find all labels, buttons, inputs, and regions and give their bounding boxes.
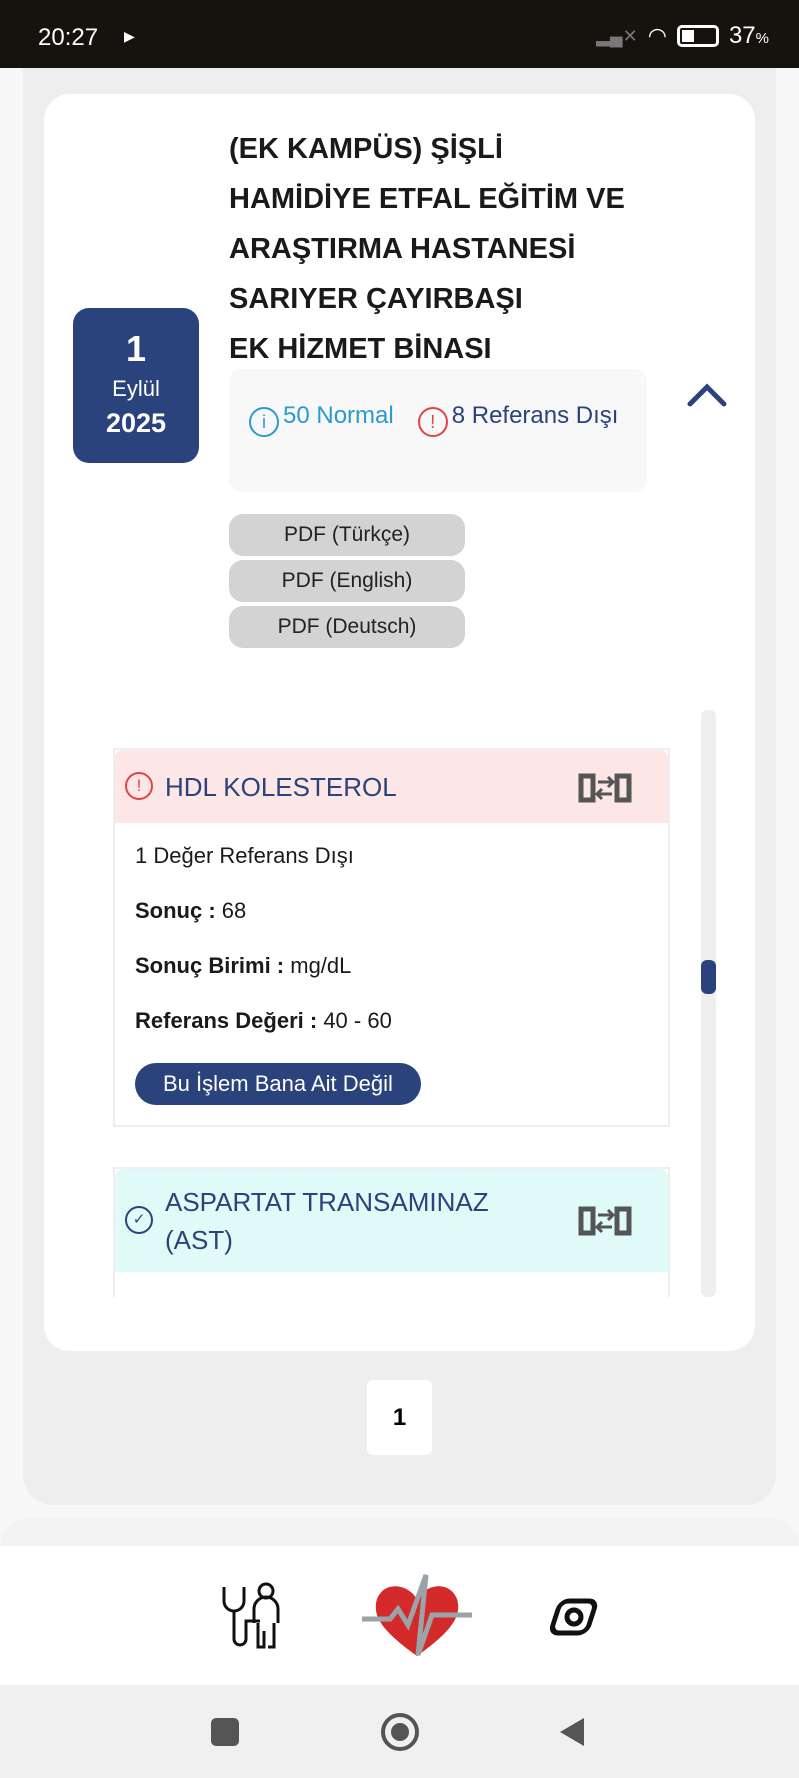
hospital-line: EK HİZMET BİNASI [229, 333, 492, 365]
info-icon: i [249, 407, 279, 437]
result-value: 68 [221, 898, 247, 923]
unit-value: mg/dL [290, 953, 352, 978]
result-label: Sonuç : [135, 898, 216, 923]
battery-level: 37 [728, 22, 756, 49]
hospital-name: (EK KAMPÜS) ŞİŞLİ HAMİDİYE ETFAL EĞİTİM … [229, 124, 659, 374]
bottom-nav [0, 1546, 799, 1685]
out-of-range-count: 8 Referans Dışı [451, 402, 619, 429]
recents-button[interactable] [211, 1718, 239, 1746]
back-button[interactable] [558, 1716, 586, 1748]
pdf-turkish-button[interactable]: PDF (Türkçe) [229, 514, 465, 556]
visit-card [44, 94, 755, 1351]
status-bar: 20:27 ▶ ▂▄✕ ◠ 37% [0, 0, 799, 68]
unit-label: Sonuç Birimi : [135, 953, 285, 978]
scrollbar-track[interactable] [701, 710, 716, 1297]
heart-logo-icon[interactable] [362, 1571, 472, 1661]
play-notification-icon: ▶ [124, 28, 135, 44]
pdf-english-button[interactable]: PDF (English) [229, 560, 465, 602]
signal-icon: ▂▄✕ [596, 25, 638, 46]
not-mine-button[interactable]: Bu İşlem Bana Ait Değil [135, 1063, 421, 1105]
system-nav-bar [0, 1685, 799, 1778]
hospital-line: HAMİDİYE ETFAL EĞİTİM VE [229, 183, 625, 215]
home-button[interactable] [381, 1713, 419, 1751]
lens-icon[interactable] [548, 1591, 600, 1643]
pagination-page[interactable]: 1 [367, 1380, 432, 1455]
out-of-range-note: 1 Değer Referans Dışı [135, 843, 354, 868]
result-header[interactable]: ✓ ASPARTAT TRANSAMINAZ (AST) [115, 1169, 668, 1272]
result-card-ast: ✓ ASPARTAT TRANSAMINAZ (AST) [113, 1167, 670, 1297]
alert-icon: ! [125, 772, 153, 800]
wifi-icon: ◠ [647, 23, 667, 48]
normal-count: 50 Normal [283, 402, 394, 429]
battery-unit: % [755, 30, 769, 47]
check-circle-icon: ✓ [125, 1206, 153, 1234]
test-name: ASPARTAT TRANSAMINAZ (AST) [165, 1186, 489, 1255]
clock: 20:27 [38, 24, 99, 51]
reference-label: Referans Değeri : [135, 1008, 318, 1033]
result-card-hdl: ! HDL KOLESTEROL 1 Değer Referans Dışı S… [113, 748, 670, 1127]
hospital-line: ARAŞTIRMA HASTANESİ [229, 233, 576, 265]
date-month: Eylül [112, 376, 160, 401]
date-day: 1 [125, 328, 147, 369]
compare-icon[interactable] [578, 1203, 632, 1239]
pdf-german-button[interactable]: PDF (Deutsch) [229, 606, 465, 648]
doctor-icon[interactable] [218, 1581, 282, 1651]
alert-icon: ! [417, 407, 448, 437]
result-summary: i 50 Normal! 8 Referans Dışı [229, 369, 647, 492]
scrollbar-thumb[interactable] [701, 960, 716, 994]
hospital-line: (EK KAMPÜS) ŞİŞLİ [229, 133, 503, 165]
test-name: HDL KOLESTEROL [165, 771, 397, 802]
date-year: 2025 [105, 408, 167, 438]
results-list[interactable]: ! HDL KOLESTEROL 1 Değer Referans Dışı S… [100, 710, 700, 1297]
hospital-line: SARIYER ÇAYIRBAŞI [229, 283, 523, 315]
visit-date: 1 Eylül 2025 [73, 308, 199, 463]
compare-icon[interactable] [578, 770, 632, 806]
battery-icon [676, 25, 719, 47]
chevron-up-icon[interactable] [686, 380, 728, 410]
reference-value: 40 - 60 [323, 1008, 392, 1033]
result-header[interactable]: ! HDL KOLESTEROL [115, 750, 668, 823]
